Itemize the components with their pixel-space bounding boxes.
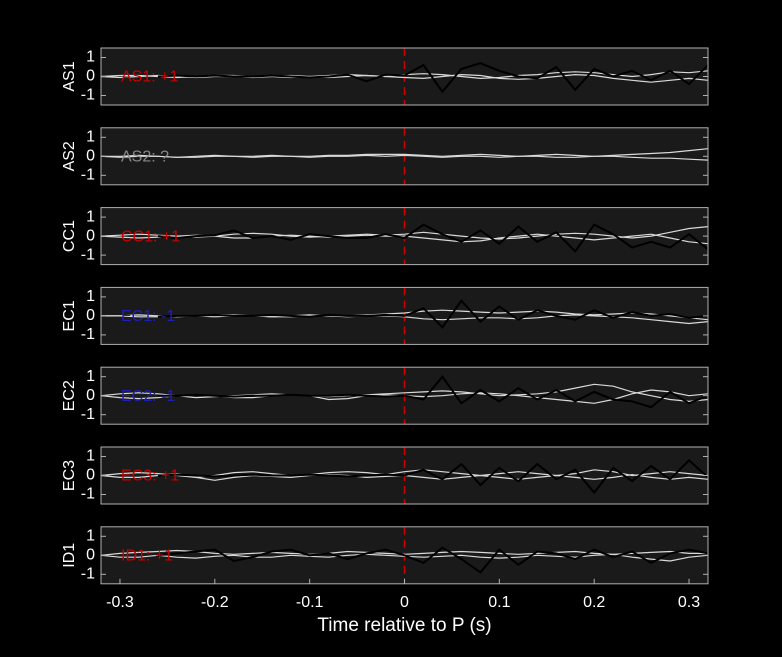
y-axis-label: AS1 [61,61,78,91]
y-tick-label: 1 [86,368,95,385]
trace [157,375,709,409]
x-tick-label: 0 [400,594,409,611]
y-tick-label: 0 [86,68,95,85]
station-annotation: EC1: -1 [121,308,175,325]
y-tick-label: 0 [86,387,95,404]
y-axis-label: CC1 [61,220,78,252]
x-tick-label: -0.2 [201,594,229,611]
x-tick-label: -0.1 [296,594,324,611]
y-tick-label: -1 [81,486,95,503]
y-axis-label: ID1 [61,543,78,568]
y-tick-label: -1 [81,406,95,423]
x-axis-label: Time relative to P (s) [317,615,491,636]
trace [157,546,709,574]
trace [157,299,709,329]
x-tick-label: 0.1 [488,594,510,611]
station-annotation: AS1: +1 [121,69,178,86]
y-tick-label: 1 [86,49,95,66]
trace [157,458,709,495]
y-tick-label: -1 [81,87,95,104]
trace [157,62,709,94]
y-tick-label: 0 [86,227,95,244]
station-annotation: ID1: +1 [121,548,173,565]
y-tick-label: -1 [81,566,95,583]
station-annotation: EC3: +1 [121,468,179,485]
y-axis-label: EC3 [61,460,78,491]
station-annotation: EC2: -1 [121,388,175,405]
station-annotation: CC1: +1 [121,228,180,245]
x-tick-label: -0.3 [106,594,134,611]
y-tick-label: -1 [81,326,95,343]
y-axis-label: AS2 [61,141,78,171]
y-tick-label: 0 [86,547,95,564]
y-tick-label: 1 [86,129,95,146]
y-tick-label: 0 [86,307,95,324]
trace [100,383,709,403]
y-tick-label: 0 [86,467,95,484]
trace [100,154,709,161]
y-tick-label: 1 [86,288,95,305]
y-axis-label: EC1 [61,300,78,331]
y-tick-label: 1 [86,448,95,465]
x-tick-label: 0.3 [678,594,700,611]
y-tick-label: 0 [86,148,95,165]
y-axis-label: EC2 [61,380,78,411]
x-tick-label: 0.2 [583,594,605,611]
y-tick-label: -1 [81,167,95,184]
station-annotation: AS2: ? [121,149,169,166]
y-tick-label: 1 [86,528,95,545]
y-tick-label: -1 [81,246,95,263]
y-tick-label: 1 [86,208,95,225]
trace [157,223,709,253]
